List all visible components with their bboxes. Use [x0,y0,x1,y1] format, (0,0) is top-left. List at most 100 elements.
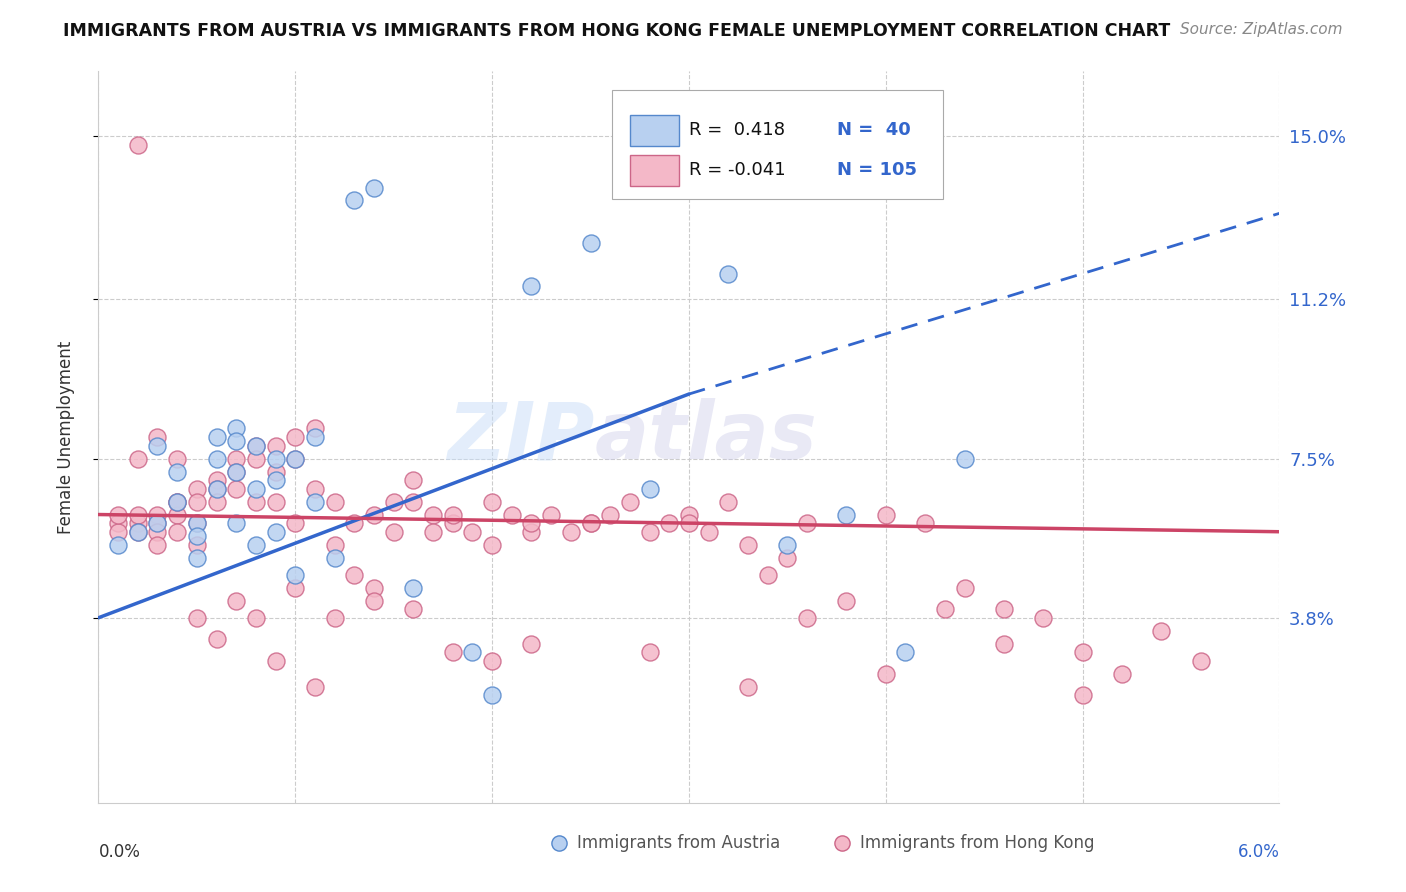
Point [1150,624,1173,638]
Point [186,529,208,543]
Point [540,508,562,522]
Point [304,430,326,444]
Point [323,538,346,552]
Point [737,538,759,552]
Point [678,516,700,530]
Point [402,494,425,508]
Point [245,494,267,508]
FancyBboxPatch shape [630,115,679,146]
Point [264,451,287,466]
Text: Source: ZipAtlas.com: Source: ZipAtlas.com [1180,22,1343,37]
Point [146,430,169,444]
Point [520,524,543,539]
Point [953,581,976,595]
Point [166,494,188,508]
Y-axis label: Female Unemployment: Female Unemployment [56,341,75,533]
Point [481,538,503,552]
FancyBboxPatch shape [630,155,679,186]
Point [579,516,602,530]
Point [520,279,543,293]
Point [402,473,425,487]
Point [304,482,326,496]
Text: 6.0%: 6.0% [1237,843,1279,861]
Point [776,538,799,552]
Point [146,508,169,522]
Point [166,494,188,508]
Point [914,516,936,530]
Text: IMMIGRANTS FROM AUSTRIA VS IMMIGRANTS FROM HONG KONG FEMALE UNEMPLOYMENT CORRELA: IMMIGRANTS FROM AUSTRIA VS IMMIGRANTS FR… [63,22,1171,40]
Point [953,451,976,466]
Point [638,524,661,539]
Point [186,538,208,552]
Point [638,645,661,659]
Point [107,524,129,539]
Point [146,439,169,453]
Point [422,524,444,539]
Point [284,581,307,595]
Point [697,524,720,539]
Point [107,538,129,552]
Point [186,550,208,565]
Point [1032,611,1054,625]
Point [619,494,641,508]
Text: Immigrants from Hong Kong: Immigrants from Hong Kong [860,834,1095,852]
Point [422,508,444,522]
Point [146,516,169,530]
Point [225,465,247,479]
Point [205,632,228,647]
Point [304,421,326,435]
Point [382,494,405,508]
Point [107,508,129,522]
Point [323,550,346,565]
Point [225,516,247,530]
Point [245,439,267,453]
Point [638,482,661,496]
Point [579,516,602,530]
Point [127,508,149,522]
Point [205,482,228,496]
Point [363,508,385,522]
Point [658,516,681,530]
Point [205,482,228,496]
Point [323,611,346,625]
Point [875,508,897,522]
Point [441,645,464,659]
Point [127,524,149,539]
Point [441,508,464,522]
Point [737,680,759,694]
Point [1071,688,1094,702]
Point [284,567,307,582]
Text: N =  40: N = 40 [837,121,910,139]
Point [264,473,287,487]
Point [225,465,247,479]
Text: ZIP: ZIP [447,398,595,476]
Point [993,637,1015,651]
Point [678,508,700,522]
Point [1111,666,1133,681]
Point [127,516,149,530]
Point [146,516,169,530]
Point [166,465,188,479]
Point [166,508,188,522]
Point [756,567,779,582]
Text: Immigrants from Austria: Immigrants from Austria [576,834,780,852]
Point [205,430,228,444]
Point [481,494,503,508]
Point [166,451,188,466]
Point [343,516,366,530]
Point [796,611,818,625]
Point [245,439,267,453]
Point [186,611,208,625]
Point [264,439,287,453]
Point [107,516,129,530]
Point [166,524,188,539]
Point [245,482,267,496]
Point [264,654,287,668]
Point [264,465,287,479]
Point [284,516,307,530]
Point [323,494,346,508]
Point [501,508,523,522]
Point [363,581,385,595]
Point [461,524,484,539]
Text: R = -0.041: R = -0.041 [689,161,786,179]
